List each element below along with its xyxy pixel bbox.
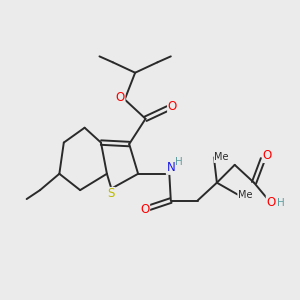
Text: O: O <box>168 100 177 113</box>
Text: H: H <box>175 157 183 167</box>
Text: O: O <box>116 92 125 104</box>
Text: N: N <box>167 161 175 174</box>
Text: Me: Me <box>214 152 229 162</box>
Text: O: O <box>263 149 272 162</box>
Text: Me: Me <box>238 190 252 200</box>
Text: S: S <box>108 188 115 200</box>
Text: O: O <box>266 196 276 208</box>
Text: H: H <box>278 199 285 208</box>
Text: O: O <box>140 203 150 216</box>
